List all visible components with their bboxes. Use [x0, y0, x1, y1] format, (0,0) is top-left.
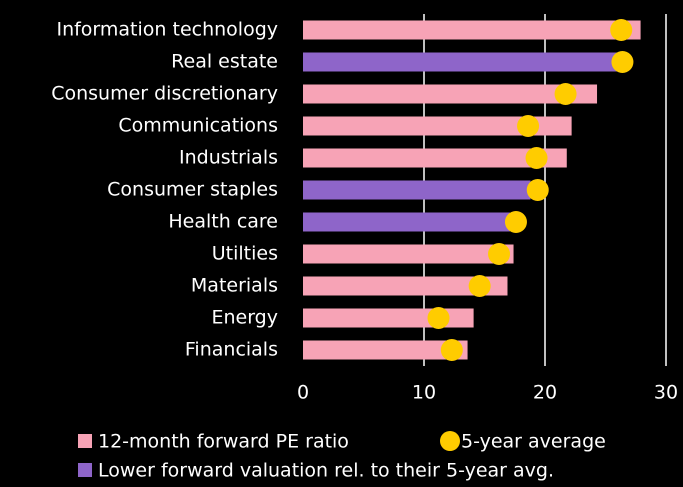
legend-swatch: [78, 434, 92, 448]
bar: [303, 84, 598, 104]
average-dot: [468, 275, 491, 297]
category-label: Health care: [168, 211, 278, 233]
average-dot: [554, 83, 577, 105]
x-tick-label: 10: [412, 382, 436, 404]
average-dot: [526, 179, 549, 201]
bar: [303, 276, 508, 296]
x-tick-label: 20: [533, 382, 557, 404]
average-dot: [427, 307, 450, 329]
legend-swatch: [440, 431, 460, 451]
category-label: Communications: [118, 115, 278, 137]
legend-swatch: [78, 463, 92, 477]
average-dot: [610, 19, 633, 41]
category-label: Utilties: [212, 243, 278, 265]
bar: [303, 52, 621, 72]
category-label: Industrials: [179, 147, 278, 169]
average-dot: [611, 51, 634, 73]
legend-label: 12-month forward PE ratio: [98, 431, 349, 453]
bar: [303, 244, 514, 264]
bar: [303, 148, 567, 168]
average-dot: [517, 115, 540, 137]
legend-label: 5-year average: [461, 431, 606, 453]
category-label: Materials: [191, 275, 278, 297]
bar: [303, 180, 531, 200]
bar: [303, 20, 641, 40]
category-label: Financials: [185, 339, 278, 361]
category-label: Information technology: [56, 19, 278, 41]
bar: [303, 212, 510, 232]
legend-label: Lower forward valuation rel. to their 5-…: [98, 460, 554, 482]
average-dot: [525, 147, 548, 169]
average-dot: [440, 339, 463, 361]
average-dot: [504, 211, 527, 233]
category-label: Consumer discretionary: [51, 83, 278, 105]
category-label: Energy: [211, 307, 278, 329]
category-label: Consumer staples: [107, 179, 278, 201]
average-dot: [488, 243, 511, 265]
category-label: Real estate: [171, 51, 278, 73]
bar: [303, 340, 468, 360]
x-tick-label: 0: [297, 382, 309, 404]
x-tick-label: 30: [654, 382, 678, 404]
bar: [303, 116, 572, 136]
